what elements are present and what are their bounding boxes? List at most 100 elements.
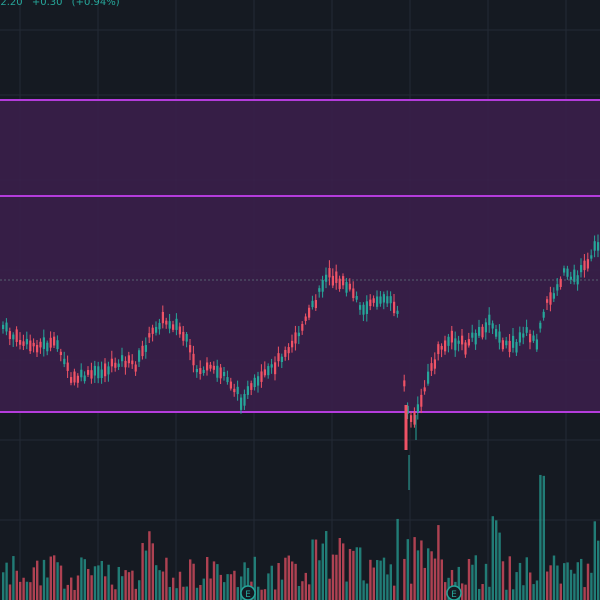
candle-body bbox=[97, 366, 100, 379]
volume-bar bbox=[464, 584, 467, 600]
candle-body bbox=[464, 342, 467, 355]
candle bbox=[308, 304, 311, 321]
candle bbox=[542, 309, 545, 321]
candle-body bbox=[87, 369, 90, 375]
volume-bar bbox=[80, 557, 83, 600]
candle bbox=[355, 291, 358, 303]
candle bbox=[403, 374, 406, 392]
candle bbox=[474, 329, 477, 350]
candle bbox=[59, 348, 62, 362]
volume-bar bbox=[542, 475, 545, 600]
candlesticks bbox=[2, 234, 600, 490]
candle-body bbox=[291, 340, 294, 348]
candle-body bbox=[342, 276, 345, 286]
candle bbox=[189, 339, 192, 361]
volume-bar bbox=[229, 574, 233, 600]
candle-body bbox=[362, 304, 365, 315]
candle bbox=[563, 265, 566, 276]
candle-body bbox=[413, 412, 416, 425]
candle bbox=[199, 360, 202, 380]
volume-bar bbox=[478, 588, 481, 600]
candle bbox=[76, 373, 79, 388]
candle bbox=[124, 356, 127, 375]
candle bbox=[90, 362, 93, 384]
volume-bar bbox=[314, 539, 318, 600]
candle-body bbox=[175, 318, 178, 330]
price-change: +0.30 bbox=[31, 0, 63, 8]
earnings-badge-label: E bbox=[451, 590, 457, 600]
candle-body bbox=[267, 366, 270, 376]
volume-bar bbox=[331, 554, 335, 600]
candle-body bbox=[331, 275, 334, 286]
candle bbox=[586, 252, 589, 272]
volume-bar bbox=[580, 558, 583, 600]
candle bbox=[539, 320, 542, 333]
candle-body bbox=[573, 269, 576, 282]
candle bbox=[433, 352, 436, 375]
candle-body bbox=[450, 330, 453, 343]
candle-body bbox=[141, 345, 144, 357]
channel-upper-zone bbox=[0, 100, 600, 196]
candle-body bbox=[529, 333, 532, 343]
volume-bar bbox=[42, 559, 46, 600]
volume-bar bbox=[444, 582, 447, 600]
volume-bar bbox=[549, 565, 552, 600]
candle bbox=[158, 318, 161, 335]
candle-body bbox=[107, 366, 110, 375]
volume-bar bbox=[301, 581, 304, 600]
volume-bar bbox=[161, 571, 165, 600]
candle bbox=[573, 264, 576, 285]
candle bbox=[134, 361, 137, 376]
volume-bar bbox=[270, 565, 273, 600]
candle-body bbox=[76, 375, 79, 383]
candle bbox=[240, 394, 243, 414]
candle-body bbox=[253, 377, 256, 388]
candle bbox=[19, 332, 22, 350]
volume-bar bbox=[151, 543, 154, 600]
candle bbox=[416, 396, 419, 420]
candle bbox=[178, 322, 181, 338]
candle-body bbox=[233, 388, 236, 393]
candle bbox=[396, 305, 399, 318]
candle bbox=[304, 313, 307, 325]
candle-body bbox=[284, 350, 287, 357]
candle-body bbox=[277, 353, 280, 362]
volume-bar bbox=[413, 537, 416, 600]
candle-body bbox=[566, 268, 569, 277]
candle-body bbox=[223, 371, 226, 377]
candle-body bbox=[481, 326, 484, 338]
price-change-percent: (+0.94%) bbox=[71, 0, 120, 8]
volume-bar bbox=[280, 579, 284, 600]
candle-body bbox=[236, 386, 239, 395]
candle-body bbox=[15, 329, 18, 342]
candle-body bbox=[56, 340, 59, 350]
volume-bar bbox=[365, 583, 369, 600]
candle-body bbox=[522, 333, 525, 338]
volume-bar bbox=[321, 543, 324, 600]
candle bbox=[505, 336, 508, 349]
candle-body bbox=[457, 340, 460, 344]
volume-bar bbox=[155, 565, 158, 600]
candle bbox=[42, 329, 45, 357]
candle bbox=[576, 270, 579, 291]
candle bbox=[168, 313, 171, 334]
earnings-badge-circle bbox=[446, 585, 462, 600]
channel-lower-zone bbox=[0, 196, 600, 412]
volume-bar bbox=[287, 555, 290, 600]
candle-body bbox=[178, 326, 181, 335]
volume-bars bbox=[2, 474, 600, 600]
candle-body bbox=[359, 305, 362, 310]
volume-bar bbox=[73, 589, 76, 600]
volume-bar bbox=[182, 586, 185, 600]
candle bbox=[229, 377, 232, 391]
candle-body bbox=[185, 334, 188, 342]
volume-bar bbox=[532, 584, 535, 600]
volume-bar bbox=[376, 560, 379, 600]
candle-body bbox=[549, 292, 552, 305]
volume-bar bbox=[263, 589, 267, 600]
candle-body bbox=[53, 336, 56, 346]
volume-bar bbox=[168, 586, 171, 600]
candle bbox=[331, 268, 334, 289]
